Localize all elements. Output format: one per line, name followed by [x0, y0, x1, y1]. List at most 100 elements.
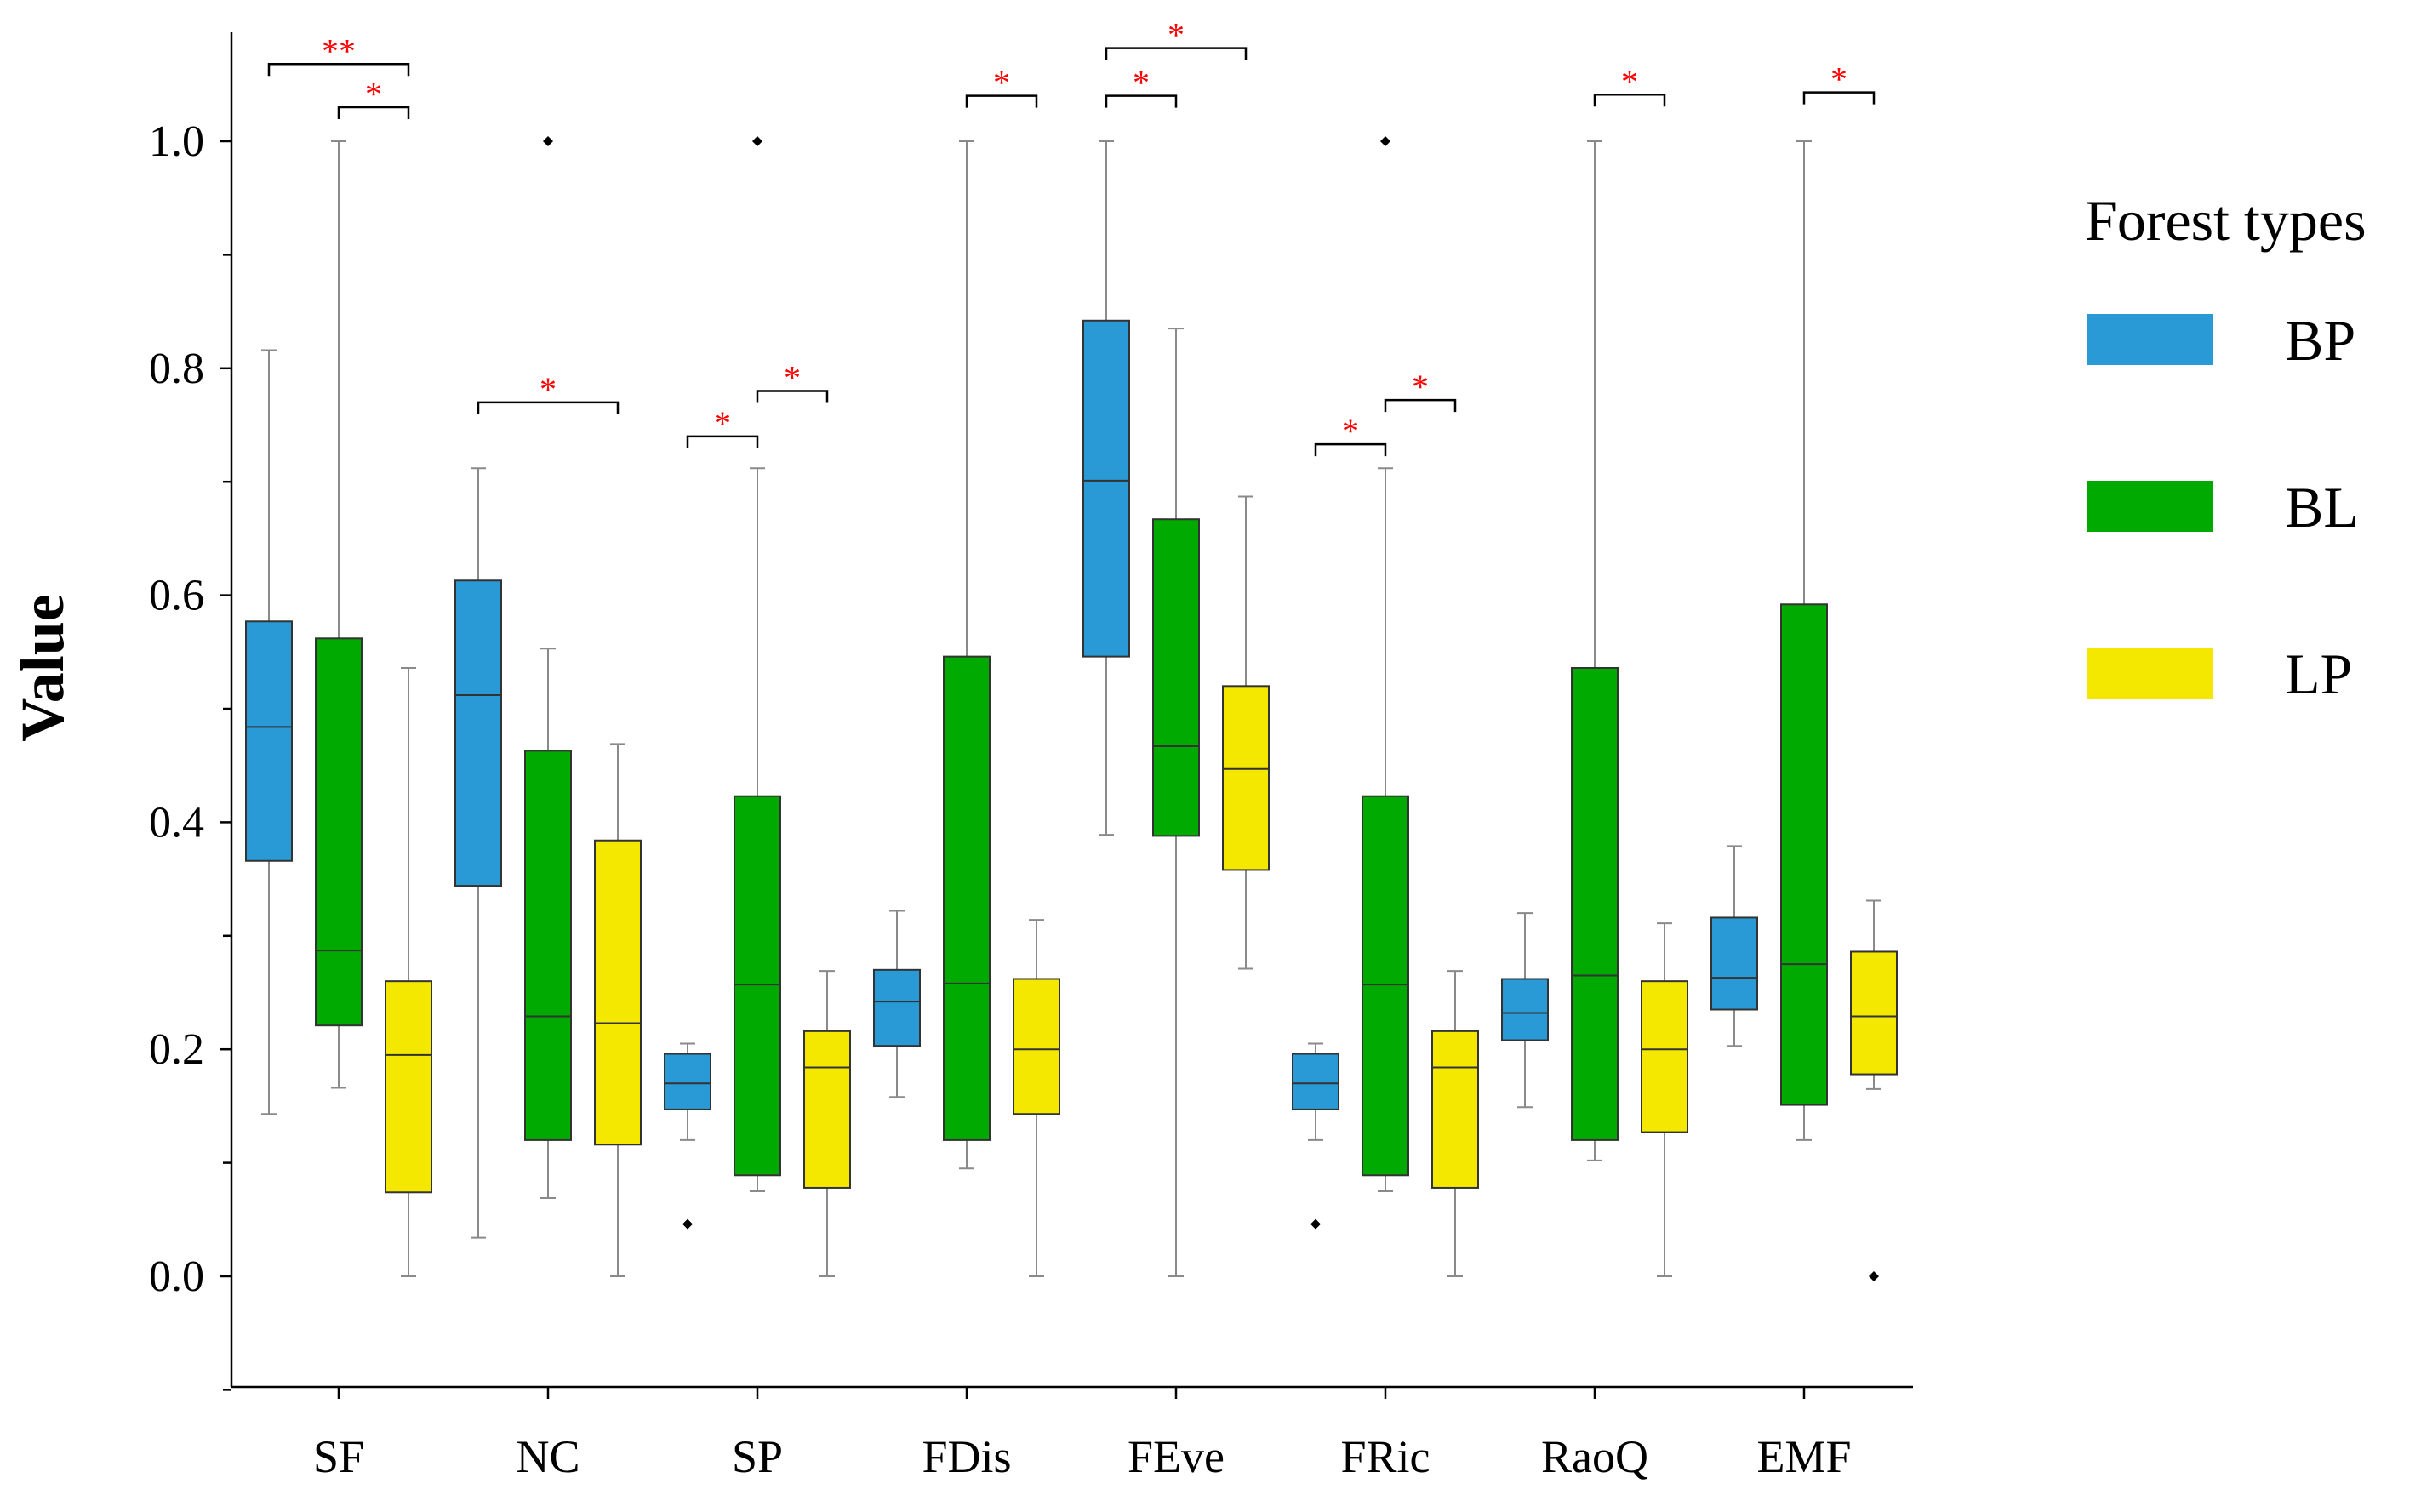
significance-bracket: *: [756, 358, 829, 403]
significance-bracket: *: [477, 370, 620, 414]
significance-bracket: *: [337, 75, 410, 119]
box-iqr: [664, 1053, 711, 1110]
significance-label: *: [1621, 62, 1638, 100]
significance-label: *: [1342, 412, 1359, 450]
x-tick-label: EMF: [1756, 1431, 1851, 1482]
box-BL-NC: [524, 136, 572, 1199]
significance-label: *: [993, 64, 1010, 102]
y-tick-label: 0.4: [149, 798, 204, 847]
box-iqr: [1362, 795, 1409, 1177]
legend-item-BP: BP: [2087, 308, 2355, 373]
legend-item-BL: BL: [2087, 475, 2359, 539]
significance-label: *: [714, 404, 731, 442]
box-LP-NC: [594, 743, 642, 1277]
outlier-point: [752, 136, 762, 146]
box-iqr: [1292, 1053, 1339, 1110]
box-BL-EMF: [1780, 140, 1828, 1141]
bracket-line: [686, 435, 759, 448]
significance-label: *: [1412, 368, 1429, 406]
y-tick-label: 0.6: [149, 572, 204, 620]
box-iqr: [1431, 1030, 1479, 1189]
bracket-line: [1593, 94, 1666, 107]
bracket-line: [337, 106, 410, 119]
outlier-point: [1869, 1271, 1879, 1281]
significance-label: *: [1133, 64, 1150, 102]
box-iqr: [734, 795, 781, 1177]
significance-label: *: [540, 370, 557, 408]
box-iqr: [1571, 666, 1619, 1141]
legend-title: Forest types: [2085, 188, 2367, 253]
significance-bracket: *: [1105, 16, 1248, 60]
box-iqr: [245, 620, 293, 862]
bracket-line: [965, 94, 1038, 108]
box-iqr: [1780, 603, 1828, 1106]
bracket-line: [1105, 94, 1178, 108]
significance-label: *: [784, 358, 801, 397]
significance-label: **: [322, 31, 356, 70]
y-tick-label: 1.0: [149, 117, 204, 166]
legend-label: BP: [2285, 308, 2355, 373]
box-BP-SF: [245, 349, 293, 1115]
significance-bracket: *: [686, 404, 759, 448]
outlier-point: [1380, 136, 1390, 146]
box-iqr: [803, 1030, 851, 1189]
box-iqr: [385, 980, 432, 1194]
box-LP-SP: [803, 970, 851, 1277]
significance-bracket: *: [1802, 60, 1876, 105]
box-BL-FEve: [1152, 328, 1200, 1277]
box-iqr: [943, 655, 991, 1141]
box-iqr: [1850, 950, 1898, 1076]
x-tick-label: SF: [313, 1431, 364, 1482]
significance-bracket: *: [1314, 412, 1387, 457]
outlier-point: [682, 1218, 693, 1230]
box-BP-FEve: [1082, 140, 1130, 836]
box-iqr: [873, 968, 921, 1047]
box-BL-RaoQ: [1571, 140, 1619, 1161]
bracket-line: [1384, 398, 1457, 413]
bracket-line: [477, 401, 620, 414]
legend-label: BL: [2285, 475, 2359, 539]
box-BP-SP: [664, 1042, 711, 1230]
legend-swatch: [2087, 314, 2213, 365]
y-tick-label: 0.0: [149, 1252, 204, 1301]
y-axis-title: Value: [9, 594, 77, 741]
legend-swatch: [2087, 481, 2213, 532]
box-LP-FRic: [1431, 970, 1479, 1277]
box-BP-EMF: [1710, 845, 1758, 1047]
significance-bracket: *: [965, 64, 1038, 108]
box-iqr: [315, 637, 363, 1027]
box-LP-SF: [385, 666, 432, 1277]
box-iqr: [594, 839, 642, 1146]
box-LP-RaoQ: [1641, 922, 1688, 1277]
x-tick-label: FDis: [922, 1431, 1011, 1482]
significance-bracket: *: [1593, 62, 1666, 107]
box-BL-SF: [315, 140, 363, 1089]
significance-label: *: [1168, 16, 1185, 54]
x-tick-label: FRic: [1340, 1431, 1430, 1482]
box-BL-SP: [734, 136, 781, 1192]
bracket-line: [1802, 91, 1876, 105]
box-iqr: [1013, 978, 1060, 1115]
y-tick-label: 0.8: [149, 345, 204, 393]
x-tick-label: NC: [516, 1431, 580, 1482]
box-BP-FDis: [873, 910, 921, 1098]
box-BL-FDis: [943, 140, 991, 1170]
significance-label: *: [365, 75, 382, 113]
bracket-line: [1105, 47, 1248, 60]
bracket-line: [756, 390, 829, 403]
significance-bracket: *: [1105, 64, 1178, 108]
bracket-line: [1314, 442, 1387, 457]
box-LP-FEve: [1222, 495, 1270, 970]
x-tick-label: SP: [732, 1431, 783, 1482]
box-BP-NC: [454, 467, 502, 1239]
y-tick-label: 0.2: [149, 1025, 204, 1074]
bracket-line: [267, 63, 410, 77]
legend-swatch: [2087, 648, 2213, 699]
box-iqr: [1082, 319, 1130, 658]
box-iqr: [524, 750, 572, 1141]
plot-area: 0.0 0.2 0.4 0.6 0.8 1.0 SF NC SP FDis FEve FRic RaoQ…: [149, 16, 1913, 1482]
box-BP-RaoQ: [1501, 912, 1549, 1109]
box-iqr: [1710, 916, 1758, 1011]
outlier-point: [543, 136, 553, 146]
